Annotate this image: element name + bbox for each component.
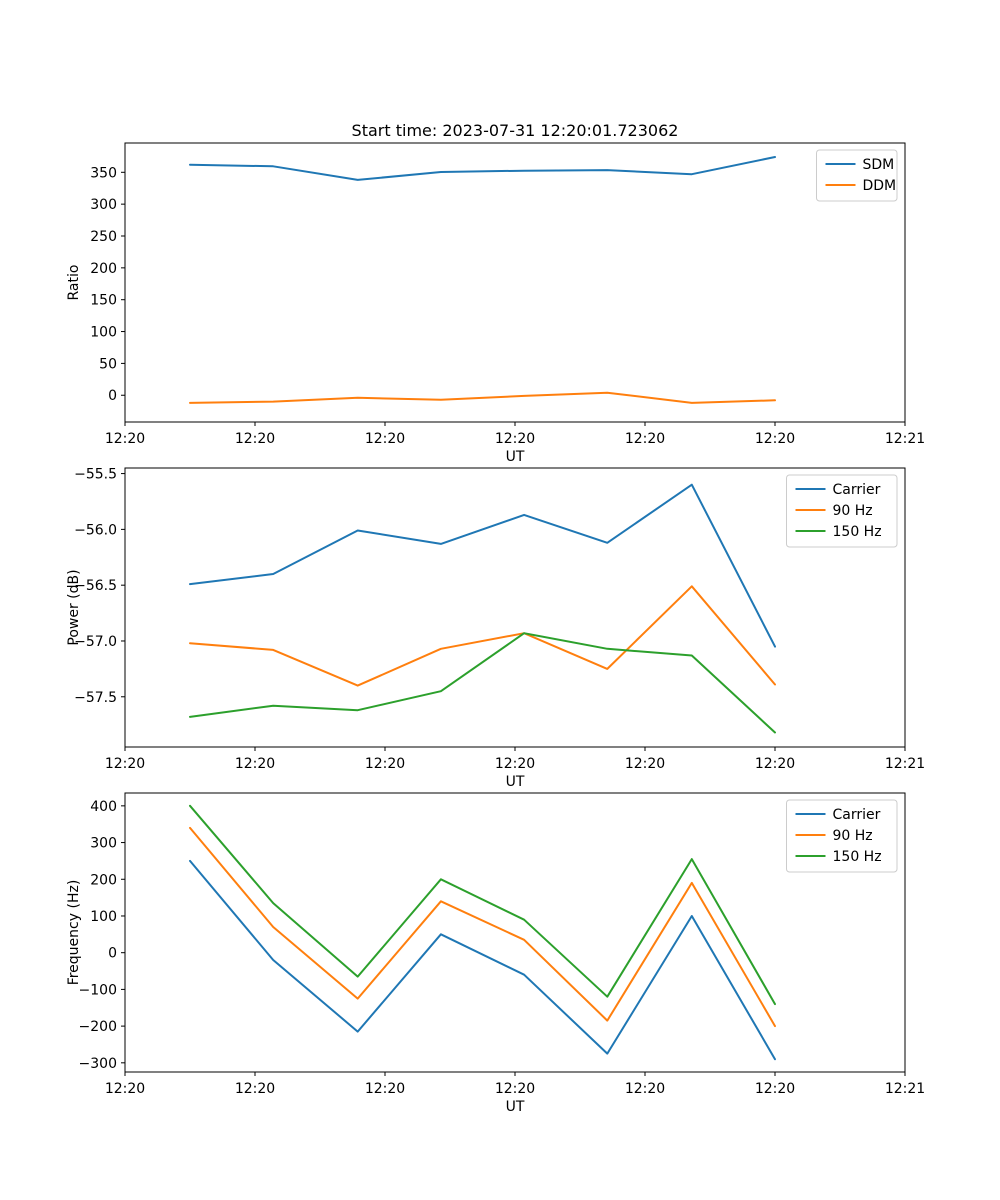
y-tick-label: 300	[90, 197, 117, 213]
x-tick-label: 12:20	[495, 431, 535, 447]
x-tick-label: 12:20	[755, 431, 795, 447]
y-tick-label: −55.5	[74, 467, 117, 483]
series-line-150-hz	[189, 632, 776, 734]
x-tick-label: 12:20	[365, 756, 405, 772]
series-line-150-hz	[189, 804, 776, 1006]
x-tick-label: 12:20	[235, 431, 275, 447]
x-tick-label: 12:20	[755, 756, 795, 772]
y-axis-label: Frequency (Hz)	[66, 880, 82, 986]
x-tick-label: 12:20	[105, 1081, 145, 1097]
legend-label-90-hz: 90 Hz	[833, 503, 873, 519]
y-tick-label: −300	[79, 1056, 117, 1072]
series-line-carrier	[189, 859, 776, 1061]
legend-box	[786, 799, 898, 873]
y-tick-label: 0	[108, 946, 117, 962]
chart-panel-3: −300 −200 −100 0 100 200 300 400 12:20 12:20 12:20…	[66, 792, 925, 1115]
series-line-90-hz	[189, 585, 776, 687]
y-tick-label: 200	[90, 872, 117, 888]
x-tick-label: 12:21	[885, 756, 925, 772]
legend-box	[786, 474, 898, 548]
legend-label-sdm: SDM	[863, 157, 895, 173]
legend-label-150-hz: 150 Hz	[833, 849, 882, 865]
y-tick-label: −56.0	[74, 522, 117, 538]
y-tick-label: 0	[108, 388, 117, 404]
series-line-carrier	[189, 483, 776, 648]
x-tick-label: 12:20	[625, 431, 665, 447]
y-tick-label: 400	[90, 799, 117, 815]
y-tick-label: −100	[79, 982, 117, 998]
y-tick-label: 350	[90, 165, 117, 181]
legend-box	[816, 149, 898, 202]
x-axis-label: UT	[506, 1099, 525, 1115]
legend-label-carrier: Carrier	[833, 807, 881, 823]
x-axis-label: UT	[506, 774, 525, 790]
y-tick-label: −57.0	[74, 634, 117, 650]
y-tick-label: 200	[90, 261, 117, 277]
x-tick-label: 12:21	[885, 1081, 925, 1097]
y-tick-label: 50	[99, 356, 117, 372]
x-tick-label: 12:20	[625, 756, 665, 772]
legend-label-ddm: DDM	[863, 178, 897, 194]
y-tick-label: 300	[90, 836, 117, 852]
y-tick-label: 100	[90, 325, 117, 341]
axes-frame	[124, 142, 906, 423]
x-tick-label: 12:20	[235, 1081, 275, 1097]
x-tick-label: 12:20	[105, 431, 145, 447]
x-tick-label: 12:20	[625, 1081, 665, 1097]
y-axis-label: Ratio	[66, 265, 82, 301]
chart-panel-2: −57.5 −57.0 −56.5 −56.0 −55.5 12:20 12:20 12:20…	[66, 467, 925, 790]
y-tick-label: 150	[90, 293, 117, 309]
chart-panel-1: 0 50 100 150 200 250 300 350 12:20 12:20 12:20 12:2…	[66, 142, 925, 465]
x-tick-label: 12:20	[365, 431, 405, 447]
x-tick-label: 12:20	[755, 1081, 795, 1097]
series-line-ddm	[189, 391, 776, 404]
y-tick-label: −57.5	[74, 690, 117, 706]
legend-label-150-hz: 150 Hz	[833, 524, 882, 540]
y-tick-label: −56.5	[74, 578, 117, 594]
x-tick-label: 12:20	[235, 756, 275, 772]
x-tick-label: 12:20	[365, 1081, 405, 1097]
x-tick-label: 12:20	[495, 1081, 535, 1097]
x-tick-label: 12:20	[105, 756, 145, 772]
y-tick-label: 100	[90, 909, 117, 925]
legend-label-90-hz: 90 Hz	[833, 828, 873, 844]
x-tick-label: 12:21	[885, 431, 925, 447]
y-tick-label: −200	[79, 1019, 117, 1035]
y-tick-label: 250	[90, 229, 117, 245]
x-axis-label: UT	[506, 449, 525, 465]
x-tick-label: 12:20	[495, 756, 535, 772]
chart-title: Start time: 2023-07-31 12:20:01.723062	[351, 121, 679, 140]
y-axis-label: Power (dB)	[66, 569, 82, 645]
series-line-90-hz	[189, 826, 776, 1028]
series-line-sdm	[189, 156, 776, 181]
legend-label-carrier: Carrier	[833, 482, 881, 498]
